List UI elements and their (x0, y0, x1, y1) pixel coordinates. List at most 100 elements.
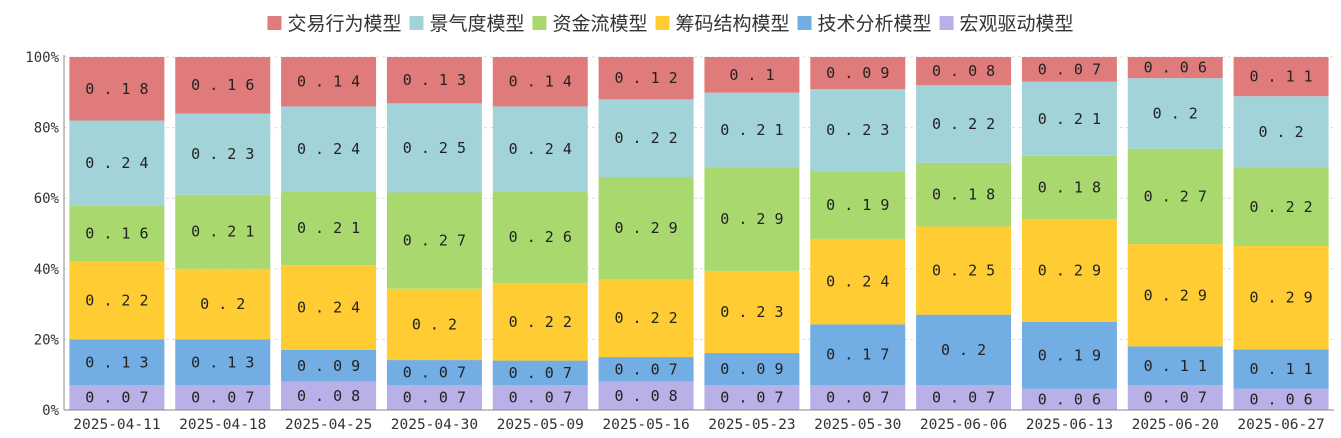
data-label: 0 . 1 9 (1038, 346, 1101, 364)
bar-segment (69, 261, 165, 340)
data-label: 0 . 1 1 (1249, 68, 1312, 86)
x-tick-label: 2025-04-18 (179, 417, 266, 433)
legend-swatch (939, 16, 954, 30)
bar-segment (810, 171, 906, 239)
data-label: 0 . 2 (1153, 104, 1198, 122)
data-label: 0 . 1 9 (826, 196, 889, 214)
data-label: 0 . 2 2 (932, 115, 995, 133)
bar-segment (1021, 219, 1117, 322)
data-label: 0 . 2 4 (826, 273, 889, 291)
bar-segment (281, 191, 377, 266)
data-label: 0 . 1 8 (932, 186, 995, 204)
data-label: 0 . 1 3 (191, 353, 254, 371)
x-tick-label: 2025-04-30 (391, 417, 478, 433)
bar-segment (704, 57, 800, 93)
bar-segment (916, 162, 1012, 227)
bar-segment (810, 238, 906, 325)
data-label: 0 . 2 3 (191, 145, 254, 163)
bar-segment (704, 167, 800, 271)
data-label: 0 . 2 (1259, 123, 1304, 141)
data-label: 0 . 1 6 (85, 225, 148, 243)
bar-segment (492, 282, 588, 361)
bar-segment (175, 385, 271, 410)
legend-label: 筹码结构模型 (676, 13, 790, 35)
data-label: 0 . 2 4 (297, 299, 360, 317)
bar-segment (1127, 78, 1223, 149)
bar-segment (916, 385, 1012, 410)
bar-segment (1127, 57, 1223, 79)
data-label: 0 . 2 1 (1038, 110, 1101, 128)
data-label: 0 . 2 7 (403, 232, 466, 250)
bar-segment (810, 89, 906, 172)
data-label: 0 . 0 7 (826, 389, 889, 407)
data-label: 0 . 0 7 (614, 360, 677, 378)
bar-segment (386, 57, 482, 104)
x-tick-label: 2025-06-20 (1132, 417, 1219, 433)
bar-segment (175, 113, 271, 195)
x-tick-label: 2025-06-27 (1237, 417, 1324, 433)
bar-segment (1233, 96, 1329, 168)
legend-swatch (797, 16, 812, 30)
data-label: 0 . 2 1 (191, 223, 254, 241)
bar-segment (1233, 167, 1329, 246)
axis-layer: 0% 20% 40% 60% 80% 100% 2025-04-11 2025-04-18 20… (25, 50, 1334, 433)
x-tick-label: 2025-04-25 (285, 417, 372, 433)
legend-label: 景气度模型 (429, 13, 524, 35)
bar-segment (492, 191, 588, 283)
bar-segment (1021, 321, 1117, 389)
bar-segment (1021, 388, 1117, 410)
bar-segment (281, 349, 377, 382)
data-label: 0 . 2 4 (85, 154, 148, 172)
data-label: 0 . 2 2 (1249, 198, 1312, 216)
y-tick-label: 100% (25, 50, 59, 66)
data-label: 0 . 1 3 (85, 353, 148, 371)
bar-segment (386, 385, 482, 410)
legend-label: 交易行为模型 (287, 13, 401, 35)
bar-segment (810, 385, 906, 410)
x-tick-label: 2025-05-09 (497, 417, 584, 433)
data-label: 0 . 1 2 (614, 69, 677, 87)
data-label: 0 . 2 7 (1144, 187, 1207, 205)
data-label: 0 . 0 7 (403, 389, 466, 407)
bar-segment (810, 324, 906, 386)
data-label: 0 . 0 9 (297, 357, 360, 375)
bar-segment (492, 57, 588, 107)
data-label: 0 . 1 4 (297, 73, 360, 91)
data-label: 0 . 2 (412, 315, 457, 333)
bar-segment (1233, 388, 1329, 410)
y-tick-label: 20% (34, 332, 60, 348)
x-tick-label: 2025-06-06 (920, 417, 1007, 433)
legend-label: 宏观驱动模型 (960, 13, 1074, 35)
data-label: 0 . 2 (200, 295, 245, 313)
y-tick-label: 80% (34, 121, 60, 137)
bar-segment (916, 314, 1012, 386)
bar-segment (598, 381, 694, 410)
data-label: 0 . 0 6 (1038, 390, 1101, 408)
x-tick-label: 2025-04-11 (73, 417, 160, 433)
legend-label: 技术分析模型 (818, 13, 932, 35)
bar-segment (1021, 57, 1117, 82)
data-label: 0 . 0 7 (509, 389, 572, 407)
data-label: 0 . 1 1 (1144, 357, 1207, 375)
bar-segment (386, 288, 482, 361)
bar-segment (386, 360, 482, 386)
data-label: 0 . 2 4 (509, 140, 572, 158)
data-label: 0 . 2 6 (509, 228, 572, 246)
legend-swatch (655, 16, 670, 30)
grid-layer (64, 56, 1334, 340)
bar-segment (69, 57, 165, 121)
data-label: 0 . 0 7 (509, 364, 572, 382)
data-label: 0 . 1 4 (509, 73, 572, 91)
bar-segment (598, 279, 694, 358)
bar-segment (1127, 244, 1223, 347)
data-label: 0 . 0 8 (614, 387, 677, 405)
y-tick-label: 60% (34, 191, 60, 207)
bar-segment (1233, 57, 1329, 97)
data-label: 0 . 2 2 (85, 292, 148, 310)
bar-segment (175, 268, 271, 340)
bar-segment (386, 192, 482, 289)
data-label: 0 . 2 2 (509, 313, 572, 331)
data-label: 0 . 2 9 (1144, 286, 1207, 304)
data-label: 0 . 0 8 (297, 387, 360, 405)
